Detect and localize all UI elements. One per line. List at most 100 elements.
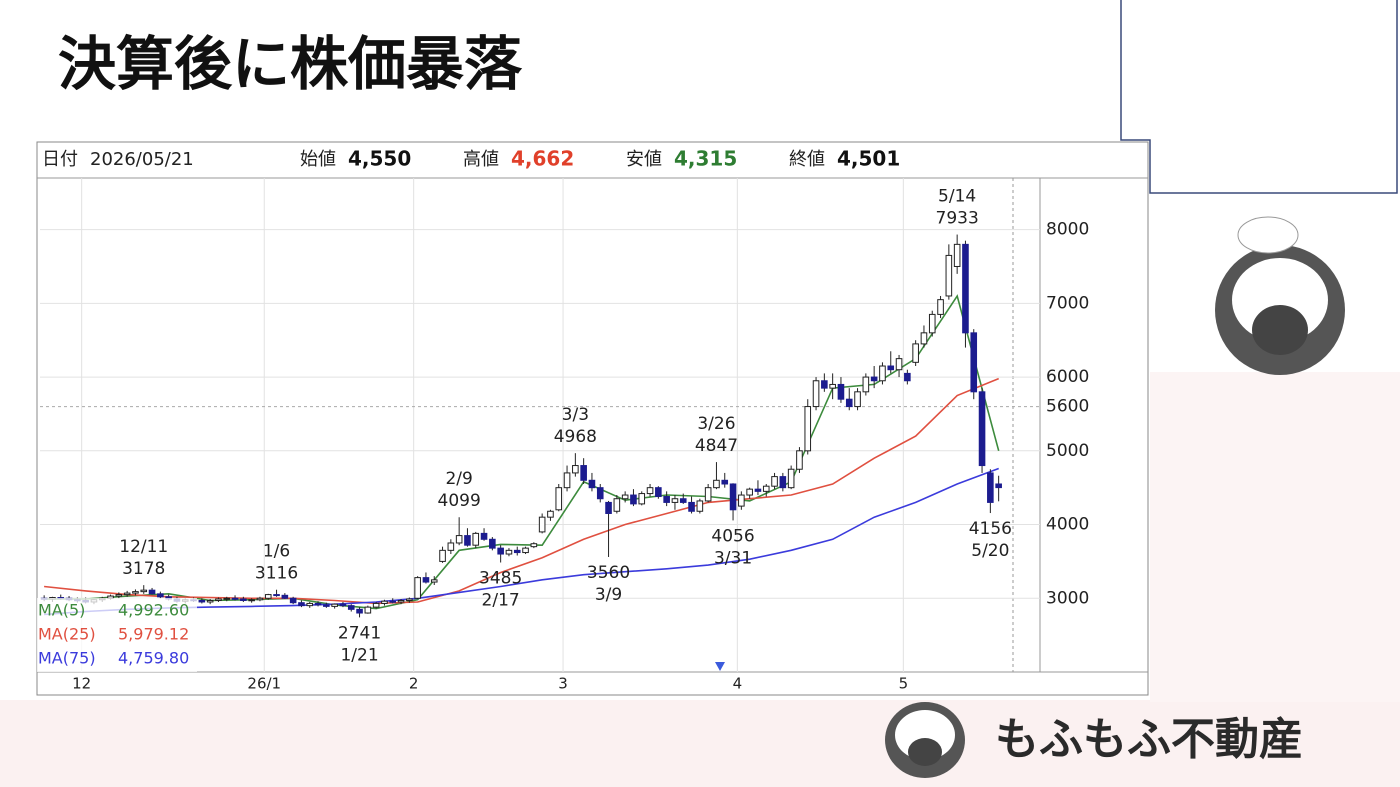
plot: 3000 4000 5000 6000 7000 8000 12 26/1 2 3 4 5 5600 12… (37, 178, 1089, 693)
candle-body (613, 498, 621, 512)
candle-body (912, 343, 919, 363)
quote-label: 高値 (463, 149, 499, 170)
annotation-date: 12/11 (119, 537, 168, 557)
price-line-label: 5600 (1046, 397, 1089, 417)
candle-body (655, 487, 662, 498)
candle-body (987, 472, 994, 503)
slide-title: 決算後に株価暴落 (58, 30, 523, 98)
legend-name: MA(25) (38, 625, 96, 644)
annotation-value: 3485 (479, 569, 522, 589)
candle-body (904, 372, 911, 382)
candle-body (746, 488, 753, 496)
candle-body (547, 510, 554, 518)
candle-body (638, 493, 646, 505)
candle-body (223, 597, 231, 600)
candle-body (148, 589, 156, 595)
x-tick-label: 5 (899, 675, 909, 693)
date: 2026/05/21 (90, 149, 194, 170)
y-tick-label: 8000 (1046, 220, 1089, 240)
quote-label: 終値 (789, 149, 825, 170)
candle-body (372, 602, 380, 608)
y-tick-label: 5000 (1046, 441, 1089, 461)
candle-body (306, 602, 314, 607)
legend-value: 4,759.80 (118, 649, 189, 668)
y-tick-label: 4000 (1046, 515, 1089, 535)
candle-body (572, 465, 579, 474)
candle-body (414, 577, 421, 599)
quote-label: 安値 (626, 149, 662, 170)
x-tick-label: 4 (733, 675, 743, 693)
candle-body (439, 549, 446, 562)
candle-body (704, 487, 712, 502)
candle-body (671, 498, 679, 503)
candle-body (107, 595, 114, 599)
legend-value: 4,992.60 (118, 601, 189, 620)
candle-body (970, 332, 978, 393)
legend-name: MA(75) (38, 649, 96, 668)
candle-body (821, 380, 828, 389)
candle-body (563, 472, 571, 489)
candle-body (754, 488, 762, 492)
candle-body (829, 383, 836, 389)
candle-body (497, 547, 504, 555)
annotation-value: 3116 (255, 564, 298, 584)
candle-body (289, 597, 297, 604)
candle-body (995, 483, 1002, 489)
candle-body (489, 538, 496, 549)
candle-body (240, 598, 247, 601)
candle-body (596, 487, 604, 500)
annotation-value: 2741 (338, 623, 381, 643)
x-tick-label: 2 (409, 675, 419, 693)
candle-body (513, 549, 521, 554)
annotation-date: 5/14 (938, 187, 976, 207)
candle-body (580, 465, 587, 481)
candle-body (522, 547, 529, 554)
candle-body (298, 602, 305, 607)
annotation-date: 3/3 (562, 405, 589, 425)
candle-body (887, 365, 895, 371)
annotation-date: 2/17 (482, 591, 520, 611)
candle-body (630, 494, 637, 505)
candle-body (663, 496, 670, 503)
candle-body (381, 600, 388, 604)
candle-body (721, 479, 729, 485)
candle-body (256, 597, 264, 601)
ma-line (44, 377, 1000, 605)
annotation-value: 3178 (122, 559, 165, 579)
quote-header: 日付 2026/05/21 始値 4,550 高値 4,662 安値 4,315 終値 4,5… (42, 147, 900, 171)
candle-body (953, 243, 961, 267)
candle-body (862, 376, 870, 393)
candle-body (787, 468, 795, 489)
candle-body (198, 599, 206, 603)
candle-body (264, 594, 272, 599)
candle-body (314, 602, 322, 606)
candle-body (206, 599, 214, 603)
annotation-date: 1/21 (340, 645, 378, 665)
candle-body (945, 254, 953, 297)
candle-body (323, 604, 330, 607)
candle-body (879, 365, 886, 382)
candle-body (397, 599, 405, 603)
candle-body (132, 591, 139, 594)
candle-body (837, 383, 845, 400)
candle-body (248, 599, 255, 602)
candle-body (845, 398, 853, 408)
candle-body (555, 487, 563, 511)
quote-value: 4,662 (511, 147, 574, 171)
candle-body (455, 535, 463, 544)
ma-line (44, 467, 999, 616)
y-tick-label: 6000 (1046, 367, 1089, 387)
x-tick-label: 26/1 (247, 675, 281, 693)
candle-body (928, 313, 936, 334)
quote-value: 4,501 (837, 147, 900, 171)
candle-body (273, 594, 280, 597)
candle-body (140, 589, 148, 593)
candle-body (480, 532, 488, 540)
annotation-date: 3/9 (595, 585, 622, 605)
quote-label: 始値 (300, 149, 336, 170)
candle-body (530, 543, 538, 548)
candle-body (115, 594, 123, 597)
candle-body (762, 485, 770, 492)
